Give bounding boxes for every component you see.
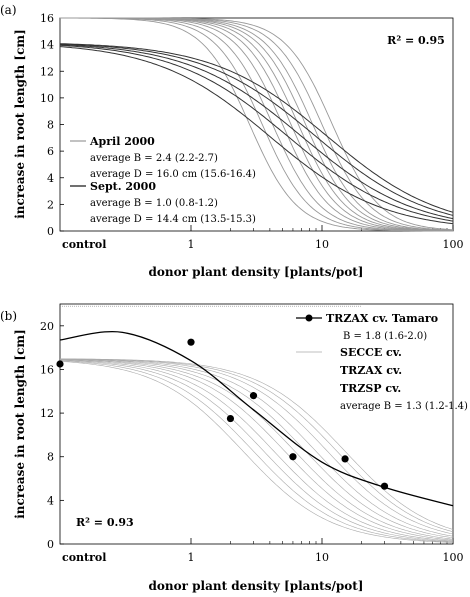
x-tick-label: 100	[443, 551, 464, 564]
cultivar-curve	[60, 358, 454, 530]
panel-b-legend: TRZAX cv. Tamaro B = 1.8 (1.6-2.0) SECCE…	[296, 312, 468, 412]
y-tick-label: 8	[47, 119, 54, 132]
panel-b-y-ticks: 0 4 8 12 16 20	[40, 320, 64, 551]
x-tick-label: 10	[315, 551, 329, 564]
y-tick-label: 0	[47, 538, 54, 551]
data-point	[380, 482, 389, 490]
panel-b-points	[56, 338, 389, 490]
x-tick-label: 1	[188, 238, 195, 251]
panel-a-y-ticks: 0 2 4 6 8 10 12 14 16	[40, 12, 64, 238]
panel-a-label: (a)	[0, 3, 17, 17]
dose-response-curve	[59, 46, 454, 225]
data-point	[187, 338, 195, 346]
legend-title-secce: SECCE cv.	[340, 346, 402, 359]
data-point	[289, 453, 297, 461]
panel-b-label: (b)	[0, 309, 17, 323]
panel-a-x-axis-label: donor plant density [plants/pot]	[149, 265, 364, 279]
panel-b-y-axis-label: increase in root length [cm]	[13, 329, 27, 519]
panel-a-r2: R² = 0.95	[387, 34, 445, 47]
cultivar-curve	[59, 359, 454, 540]
panel-a-curves	[59, 17, 454, 232]
dose-response-curve	[60, 43, 454, 213]
data-point	[341, 455, 349, 463]
panel-b-x-axis-label: donor plant density [plants/pot]	[149, 579, 364, 593]
x-tick-label: 1	[188, 551, 195, 564]
legend-line-sept-b: average B = 1.0 (0.8-1.2)	[90, 198, 218, 209]
cultivar-curve	[60, 358, 454, 535]
y-tick-label: 0	[47, 225, 54, 238]
x-tick-label: 10	[315, 238, 329, 251]
dose-response-curve	[59, 44, 454, 222]
y-tick-label: 10	[40, 92, 54, 105]
y-tick-label: 16	[40, 12, 54, 25]
legend-line-tamaro-b: B = 1.8 (1.6-2.0)	[343, 331, 427, 342]
legend-line-april-b: average B = 2.4 (2.2-2.7)	[90, 153, 218, 164]
legend-title-april: April 2000	[89, 135, 155, 148]
y-tick-label: 4	[47, 172, 54, 185]
y-tick-label: 8	[47, 451, 54, 464]
legend-title-sept: Sept. 2000	[90, 180, 156, 193]
x-tick-label: control	[62, 551, 106, 564]
legend-swatch-tamaro-marker	[305, 314, 313, 322]
data-point	[226, 414, 235, 423]
legend-title-tamaro: TRZAX cv. Tamaro	[326, 312, 438, 325]
panel-b-r2: R² = 0.93	[76, 516, 134, 529]
data-point	[56, 360, 64, 368]
legend-line-cultivars-b: average B = 1.3 (1.2-1.4)	[340, 401, 468, 412]
legend-line-april-d: average D = 16.0 cm (15.6-16.4)	[90, 169, 256, 180]
y-tick-label: 2	[47, 198, 54, 211]
y-tick-label: 6	[47, 145, 54, 158]
panel-a-legend: April 2000 average B = 2.4 (2.2-2.7) ave…	[70, 135, 256, 225]
dose-response-curve	[59, 44, 454, 220]
y-tick-label: 4	[47, 494, 54, 507]
dose-response-curve	[60, 17, 454, 231]
panel-b-frame	[59, 303, 454, 545]
legend-line-sept-d: average D = 14.4 cm (13.5-15.3)	[90, 214, 256, 225]
panel-b: (b) 0 4 8 12 16 20 control 1 10 100 R² = 0.93 do…	[0, 303, 468, 593]
y-tick-label: 12	[40, 407, 54, 420]
panel-a-x-ticks: control 1 10 100	[62, 225, 464, 251]
panel-b-x-ticks: control 1 10 100	[62, 538, 464, 564]
dose-response-curve	[59, 43, 454, 216]
cultivar-curve	[59, 360, 454, 542]
x-tick-label: control	[62, 238, 106, 251]
y-tick-label: 20	[40, 320, 54, 333]
data-point	[249, 392, 258, 400]
cultivar-curve	[59, 359, 454, 541]
cultivar-curve	[59, 360, 454, 543]
legend-title-trzax: TRZAX cv.	[340, 364, 402, 377]
cultivar-curve	[59, 361, 454, 543]
y-tick-label: 14	[40, 39, 54, 52]
cultivar-curve	[59, 358, 454, 539]
cultivar-curve	[59, 359, 454, 542]
x-tick-label: 100	[443, 238, 464, 251]
y-tick-label: 16	[40, 363, 54, 376]
legend-title-trzsp: TRZSP cv.	[340, 382, 401, 395]
panel-a: (a) 0 2 4 6 8 10 12 14 16 control 1 10 100 R² = 0.9…	[0, 3, 464, 279]
y-tick-label: 12	[40, 65, 54, 78]
panel-a-y-axis-label: increase in root length [cm]	[13, 29, 27, 219]
